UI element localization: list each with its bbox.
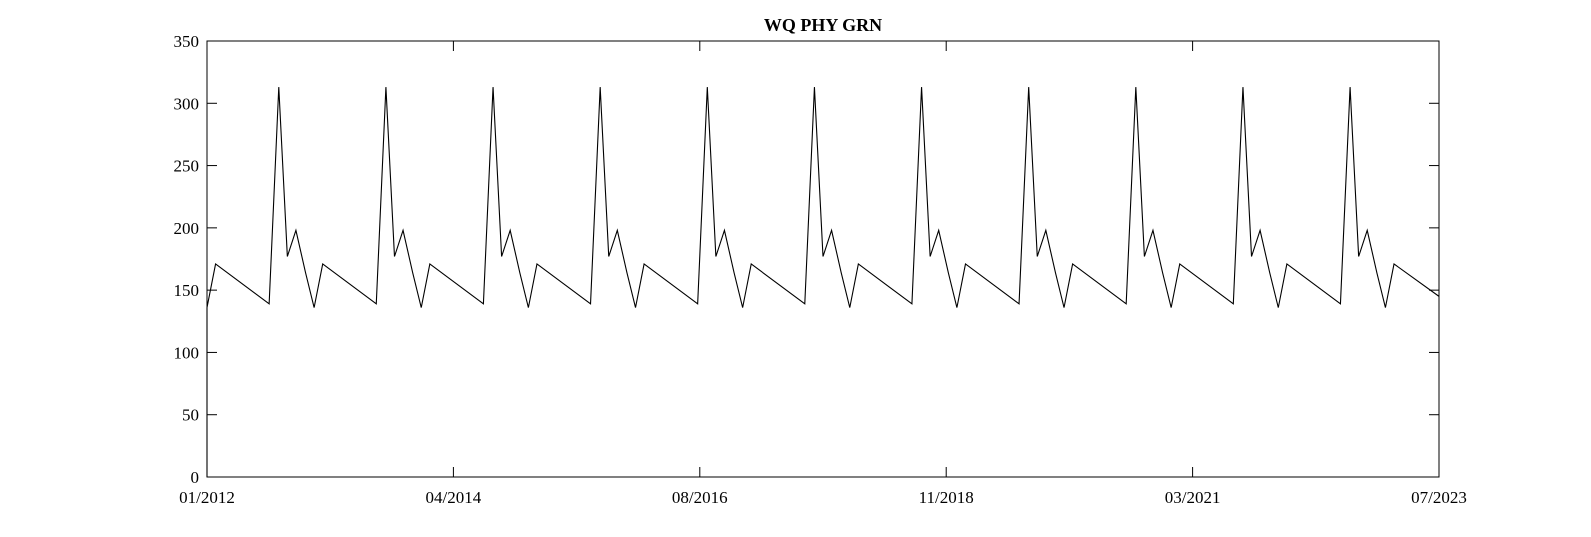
- y-tick-label: 350: [174, 32, 200, 51]
- y-tick-label: 0: [191, 468, 200, 487]
- y-tick-label: 150: [174, 281, 200, 300]
- y-axis: 0 50 100 150 200 250 300 350: [174, 32, 1439, 487]
- x-tick-label: 01/2012: [179, 488, 235, 507]
- y-tick-label: 300: [174, 94, 200, 113]
- x-tick-label: 11/2018: [919, 488, 974, 507]
- y-tick-label: 50: [182, 406, 199, 425]
- x-axis: 01/2012 04/2014 08/2016 11/2018 03/2021 07/20…: [179, 41, 1467, 507]
- plot-frame: [206, 40, 1440, 478]
- x-tick-label: 08/2016: [672, 488, 728, 507]
- y-tick-label: 250: [174, 157, 200, 176]
- y-tick-label: 200: [174, 219, 200, 238]
- series-line: [206, 87, 1440, 477]
- x-tick-label: 04/2014: [426, 488, 482, 507]
- x-tick-label: 07/2023: [1411, 488, 1467, 507]
- y-tick-label: 100: [174, 343, 200, 362]
- x-tick-label: 03/2021: [1165, 488, 1221, 507]
- chart-title: WQ PHY GRN: [764, 15, 882, 35]
